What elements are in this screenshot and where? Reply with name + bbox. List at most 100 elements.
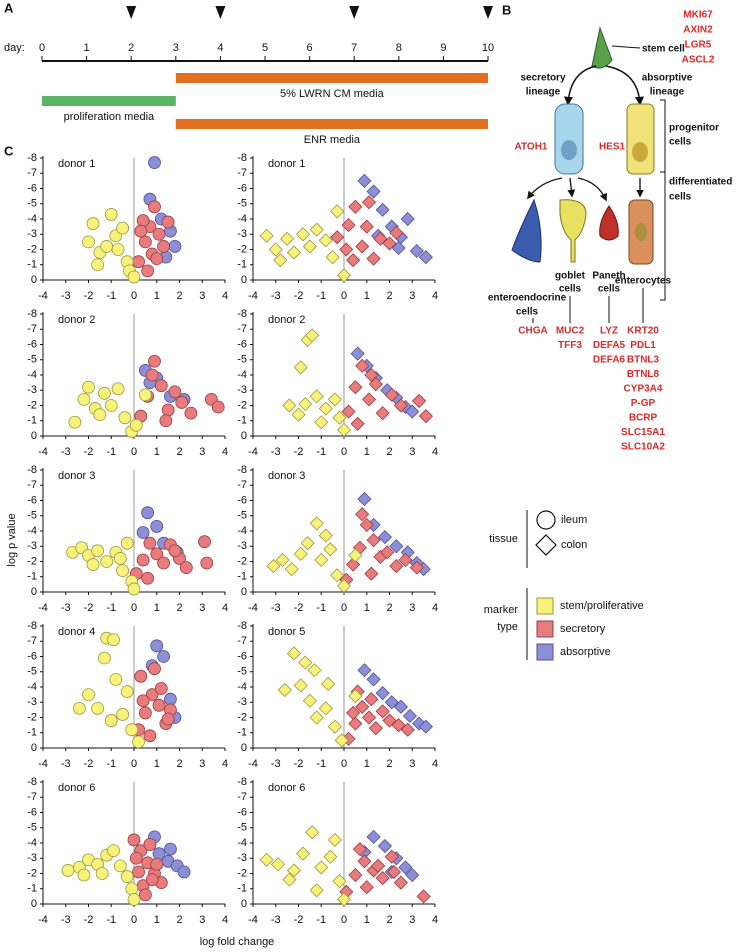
circle-point xyxy=(111,243,125,256)
nucleus xyxy=(635,223,647,241)
circle-point xyxy=(113,552,127,565)
diamond-point xyxy=(366,672,381,687)
circle-point xyxy=(93,408,107,422)
timeline-label: day: xyxy=(4,42,25,54)
diamond-point xyxy=(293,360,308,375)
y-tick-label: -7 xyxy=(27,635,37,647)
x-tick-label: 1 xyxy=(364,290,370,302)
circle-point xyxy=(82,235,95,249)
day-label: 0 xyxy=(39,42,45,54)
y-tick-label: -5 xyxy=(237,198,247,210)
x-tick-label: 0 xyxy=(341,914,347,926)
y-tick-label: -2 xyxy=(27,243,37,255)
circle-point xyxy=(138,235,152,249)
scatter-plot: 0 -1 -2 -3 -4 -5 -6 -7 -8 -4 -3 -2 -1 0 1 2 3 4 donor 6 xyxy=(237,776,438,926)
x-tick-label: 2 xyxy=(176,914,182,926)
diamond-point xyxy=(357,663,372,678)
diamond-point xyxy=(359,517,374,532)
circle-point xyxy=(161,215,175,229)
gene: BCRP xyxy=(629,413,658,424)
y-tick-label: -6 xyxy=(27,650,37,662)
diamond-point xyxy=(327,832,342,848)
x-tick-label: 0 xyxy=(341,758,347,770)
gene: CHGA xyxy=(518,326,547,337)
y-tick-label: -7 xyxy=(237,635,247,647)
y-tick-label: -7 xyxy=(237,323,247,335)
x-tick-label: 0 xyxy=(131,758,137,770)
gene: DEFA6 xyxy=(593,355,626,366)
circle-point xyxy=(150,520,164,533)
x-tick-label: 1 xyxy=(154,290,160,302)
x-tick-label: -3 xyxy=(271,290,281,302)
day-arrow xyxy=(215,6,226,19)
cell-label: enteroendocrine xyxy=(488,293,567,304)
diamond-point xyxy=(280,231,295,246)
diamond-point xyxy=(332,874,347,889)
media-bar xyxy=(42,96,176,106)
diamond-point xyxy=(302,239,317,254)
x-tick-label: -3 xyxy=(61,914,71,926)
circle-point xyxy=(127,270,141,284)
absorptive-progenitor xyxy=(626,103,655,175)
diamond-point xyxy=(293,678,308,693)
circle-point xyxy=(134,224,148,238)
circle-point xyxy=(168,385,182,399)
x-tick-label: 2 xyxy=(386,602,392,614)
cell-label: cells xyxy=(598,284,621,295)
diamond-point xyxy=(298,396,313,412)
y-tick-label: -8 xyxy=(237,308,247,320)
y-tick-label: -7 xyxy=(237,791,247,803)
circle-point xyxy=(98,651,111,665)
diamond-point xyxy=(291,407,306,422)
x-tick-label: 3 xyxy=(409,290,415,302)
diamond-point xyxy=(398,552,413,568)
circle-point xyxy=(143,729,157,743)
day-label: 5 xyxy=(262,42,268,54)
y-tick-label: -2 xyxy=(27,555,37,567)
y-tick-label: -4 xyxy=(237,525,247,537)
arrow xyxy=(567,177,576,198)
cell-label: enterocytes xyxy=(615,276,672,287)
circle-point xyxy=(104,399,118,412)
circle-point xyxy=(109,672,123,686)
diamond-point xyxy=(416,889,431,904)
diamond-point xyxy=(300,536,315,551)
y-tick-label: 0 xyxy=(241,586,247,598)
diamond-point xyxy=(402,708,418,724)
x-tick-label: 4 xyxy=(222,758,228,770)
diamond-point xyxy=(298,655,313,670)
gene-lists: CHGA MUC2 TFF3 LYZ DEFA5 DEFA6 KRT20 PDL1 BTNL3 B… xyxy=(518,326,665,453)
x-tick-label: -1 xyxy=(316,602,326,614)
diamond-point xyxy=(277,682,292,698)
panel-label: B xyxy=(502,2,511,17)
y-tick-label: 0 xyxy=(241,898,247,910)
circle-point xyxy=(148,662,161,676)
x-tick-label: 4 xyxy=(432,446,438,458)
diamond-point xyxy=(389,559,404,574)
circle-point xyxy=(138,888,152,902)
scatter-plot: 0 -1 -2 -3 -4 -5 -6 -7 -8 -4 -3 -2 -1 0 1 2 3 4 donor 6 xyxy=(27,776,228,926)
circle-point xyxy=(148,354,161,368)
diamond-point xyxy=(348,199,363,214)
diamond-point xyxy=(418,409,433,424)
y-tick-label: -5 xyxy=(237,822,247,834)
x-tick-label: 0 xyxy=(341,602,347,614)
diamond-point xyxy=(375,406,390,421)
diamond-point xyxy=(375,202,390,217)
diamond-point xyxy=(284,562,299,577)
diamond-point xyxy=(318,528,333,543)
diamond-point xyxy=(309,389,324,404)
diamond-point xyxy=(318,701,333,716)
diamond-point xyxy=(309,222,324,237)
x-tick-label: 2 xyxy=(386,446,392,458)
x-tick-label: 0 xyxy=(131,602,137,614)
x-tick-label: 3 xyxy=(199,914,205,926)
circle-point xyxy=(168,240,182,253)
arrow xyxy=(577,177,608,202)
diamond-point xyxy=(302,693,317,708)
diamond-point xyxy=(309,516,324,531)
x-tick-label: -3 xyxy=(61,758,71,770)
lineage-label: lineage xyxy=(650,87,685,98)
plot-title: donor 1 xyxy=(268,158,305,170)
legend-swatch xyxy=(536,597,554,615)
